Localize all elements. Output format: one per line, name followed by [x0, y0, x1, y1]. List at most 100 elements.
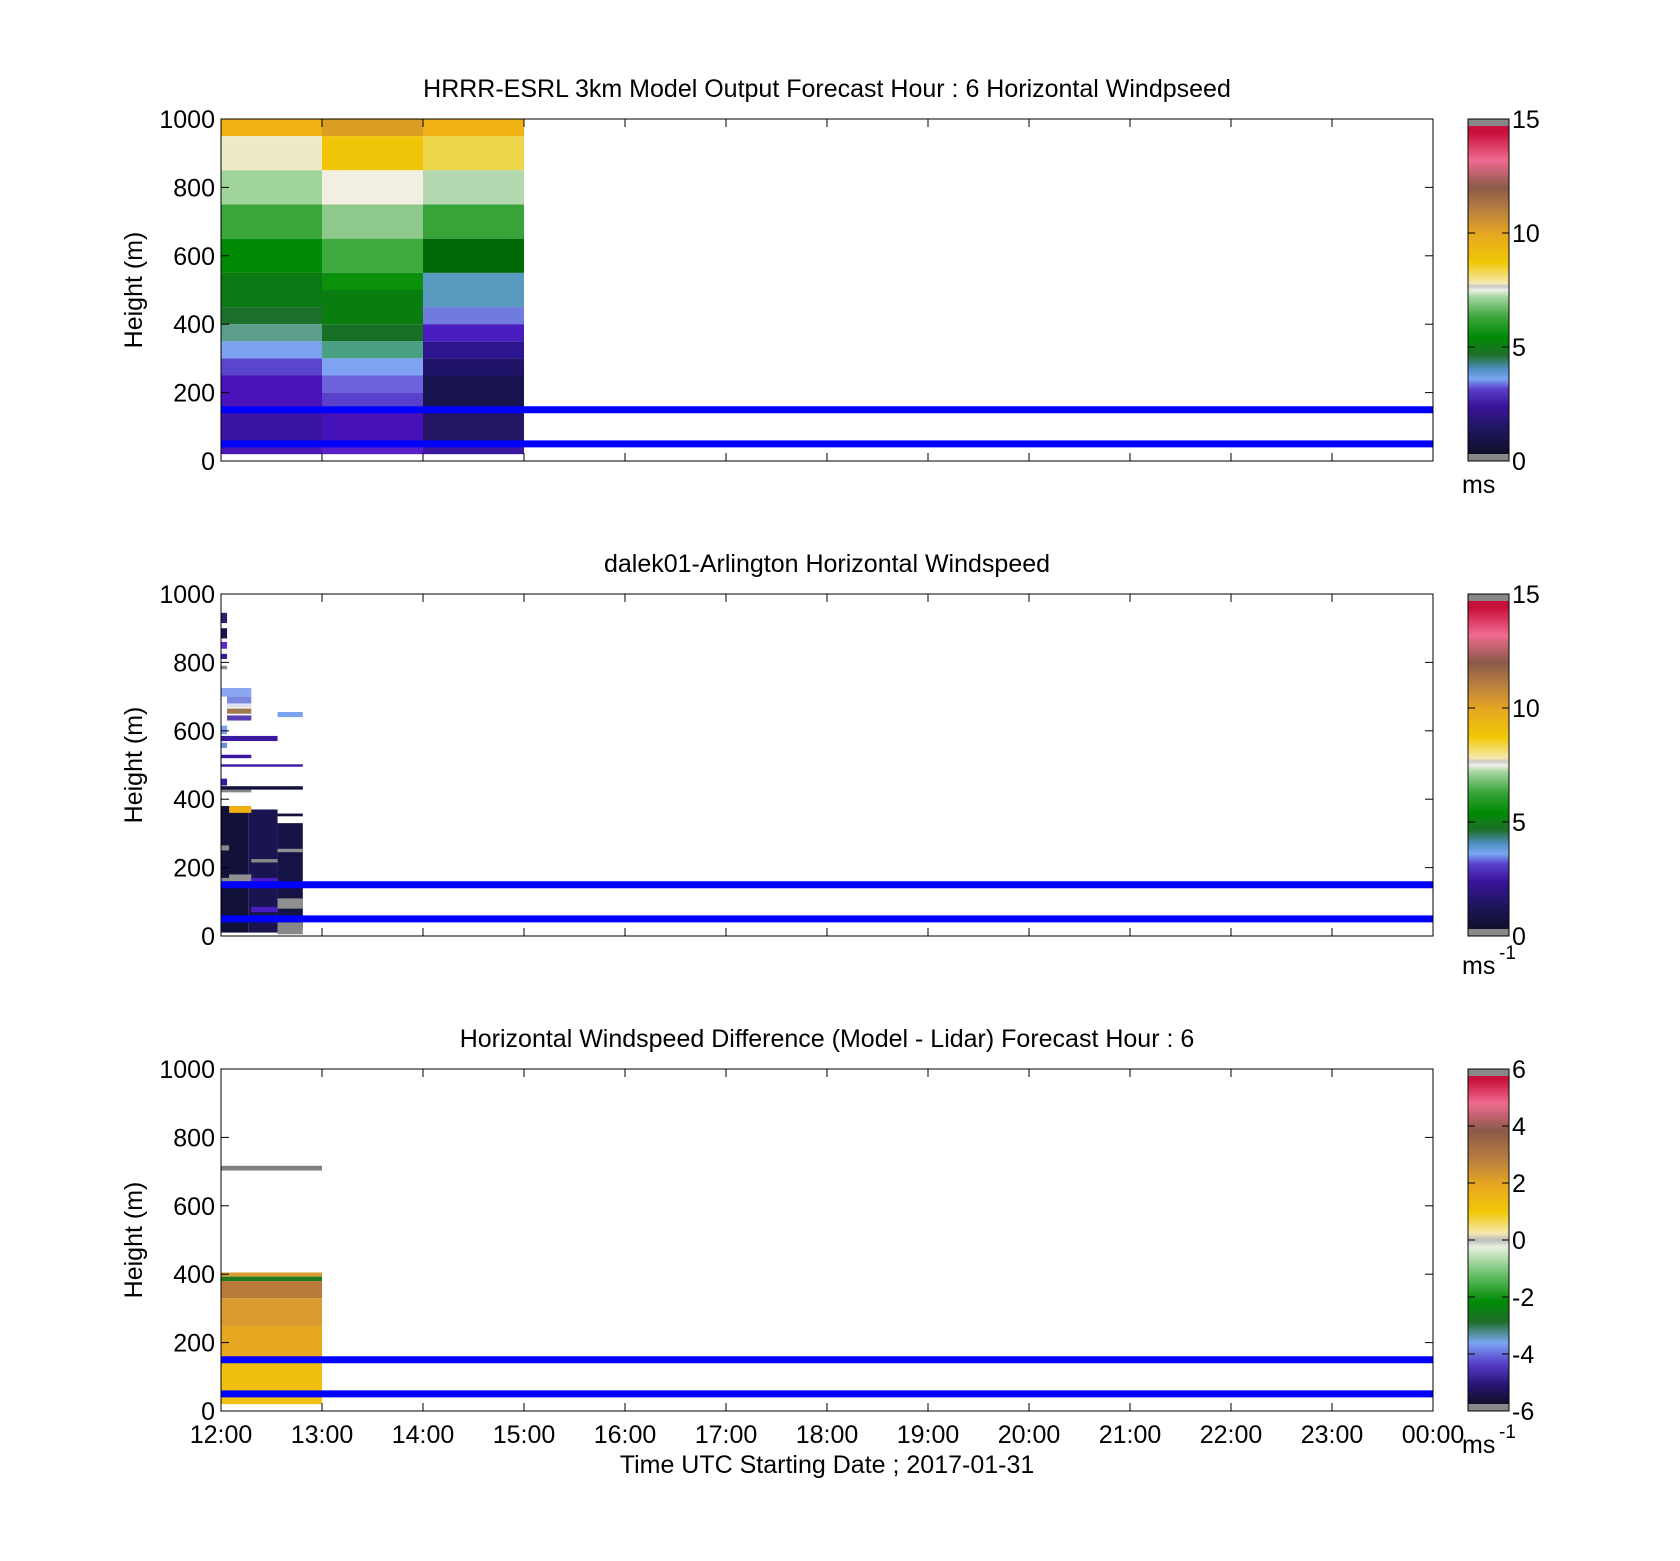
data-cell [322, 272, 423, 290]
data-cell [423, 358, 524, 376]
colorbar-tick-label: 15 [1512, 581, 1540, 609]
x-tick-label: 19:00 [897, 1421, 960, 1449]
data-cell [322, 358, 423, 376]
x-tick-label: 15:00 [493, 1421, 556, 1449]
data-cell [221, 1359, 322, 1405]
y-tick-label: 600 [173, 243, 215, 271]
data-cell [221, 324, 322, 342]
data-cell [423, 409, 524, 444]
data-cell [221, 778, 228, 786]
data-cell [221, 238, 322, 273]
data-cell [423, 272, 524, 308]
data-cell [227, 703, 252, 708]
data-cell [221, 1272, 322, 1277]
y-tick-label: 1000 [159, 106, 215, 134]
x-tick-label: 20:00 [998, 1421, 1061, 1449]
colorbar-tick-label: 2 [1512, 1170, 1526, 1198]
colorbar-unit-exponent: -1 [1499, 943, 1516, 964]
data-cell [251, 906, 278, 913]
colorbar-unit: ms [1462, 1431, 1495, 1459]
colorbar-unit: ms [1462, 471, 1495, 499]
data-cell [221, 170, 322, 205]
data-cell [423, 170, 524, 205]
y-axis-label: Height (m) [120, 707, 148, 824]
data-cell [221, 409, 322, 444]
x-tick-label: 14:00 [392, 1421, 455, 1449]
data-cell [322, 443, 423, 455]
data-cell [221, 1281, 322, 1299]
data-cell [322, 324, 423, 342]
data-cell [229, 874, 252, 882]
data-cell [277, 922, 303, 935]
data-cell [423, 204, 524, 239]
data-cell [423, 341, 524, 359]
panel-1: HRRR-ESRL 3km Model Output Forecast Hour… [120, 75, 1540, 499]
data-cell [221, 641, 228, 649]
data-cell [322, 341, 423, 359]
data-cell [251, 877, 278, 882]
panel-3: Horizontal Windspeed Difference (Model -… [120, 1025, 1534, 1479]
data-cell [221, 612, 228, 624]
data-cell [277, 823, 303, 930]
x-tick-label: 00:00 [1402, 1421, 1465, 1449]
colorbar-unit: ms [1462, 952, 1495, 980]
data-cell [221, 688, 252, 697]
data-cell [423, 136, 524, 171]
panel-2: dalek01-Arlington Horizontal Windspeed 0 2… [120, 550, 1540, 980]
colorbar-tick-label: -2 [1512, 1284, 1534, 1312]
colorbar-tick-label: 0 [1512, 1227, 1526, 1255]
y-tick-label: 600 [173, 718, 215, 746]
data-cell [227, 708, 252, 714]
colorbar-tick-label: -4 [1512, 1341, 1534, 1369]
plot-area [221, 1069, 1433, 1411]
y-tick-label: 1000 [159, 1056, 215, 1084]
data-cell [221, 1298, 322, 1326]
data-cell [221, 742, 228, 748]
data-cell [322, 238, 423, 273]
data-cell [423, 375, 524, 410]
panel-title: dalek01-Arlington Horizontal Windspeed [604, 550, 1050, 578]
data-cell [277, 711, 303, 718]
data-cell [423, 307, 524, 325]
x-tick-label: 13:00 [291, 1421, 354, 1449]
data-cell [227, 715, 252, 721]
y-axis-label: Height (m) [120, 232, 148, 349]
colorbar-tick-label: -6 [1512, 1398, 1534, 1426]
data-cell [221, 754, 252, 759]
data-cell [423, 443, 524, 455]
x-tick-label: 12:00 [190, 1421, 253, 1449]
data-cell [221, 806, 249, 933]
data-cell [221, 341, 322, 359]
data-cell [221, 628, 228, 639]
data-cell [221, 136, 322, 171]
data-cell [322, 392, 423, 410]
data-cell [221, 665, 228, 670]
colorbar-tick-label: 6 [1512, 1056, 1526, 1084]
data-cell [227, 696, 252, 704]
colorbar-tick-label: 15 [1512, 106, 1540, 134]
colorbar-tick-label: 10 [1512, 695, 1540, 723]
colorbar-tick-label: 0 [1512, 448, 1526, 476]
y-tick-label: 400 [173, 311, 215, 339]
y-tick-label: 200 [173, 380, 215, 408]
data-cell [423, 238, 524, 273]
data-cell [229, 806, 252, 813]
data-cell [322, 170, 423, 205]
y-tick-label: 800 [173, 174, 215, 202]
data-cell [277, 848, 303, 853]
colorbar-tick-label: 5 [1512, 334, 1526, 362]
data-cell [277, 813, 303, 817]
data-cell [221, 119, 322, 137]
y-tick-label: 200 [173, 1330, 215, 1358]
data-cell [221, 443, 322, 455]
data-cell [221, 1276, 322, 1282]
y-axis-label: Height (m) [120, 1182, 148, 1299]
x-tick-label: 21:00 [1099, 1421, 1162, 1449]
data-cell [322, 375, 423, 393]
data-cell [423, 324, 524, 342]
data-cell [221, 307, 322, 325]
y-tick-label: 0 [201, 923, 215, 951]
colorbar-tick-label: 4 [1512, 1113, 1526, 1141]
data-cell [322, 409, 423, 444]
